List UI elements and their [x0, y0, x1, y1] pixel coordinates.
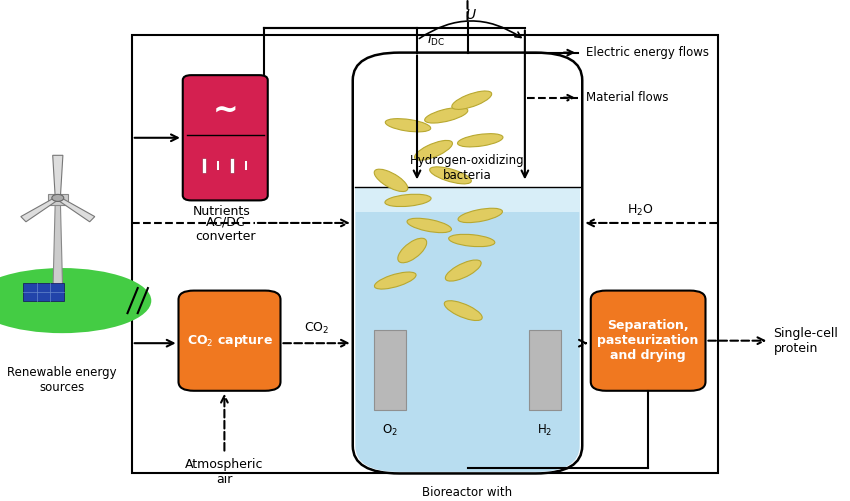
- Polygon shape: [56, 196, 94, 222]
- Text: $U$: $U$: [465, 8, 477, 22]
- FancyBboxPatch shape: [353, 53, 582, 473]
- Text: Renewable energy
sources: Renewable energy sources: [8, 366, 116, 394]
- Bar: [23, 283, 64, 301]
- Bar: [48, 194, 68, 205]
- Ellipse shape: [429, 167, 472, 184]
- Text: Atmospheric
air: Atmospheric air: [185, 458, 264, 486]
- Text: Nutrients: Nutrients: [193, 205, 251, 218]
- Bar: [374, 330, 406, 410]
- Text: H$_2$O: H$_2$O: [627, 203, 654, 218]
- Text: CO$_2$: CO$_2$: [304, 321, 329, 336]
- Bar: [355, 187, 580, 212]
- Text: O$_2$: O$_2$: [382, 423, 398, 438]
- Ellipse shape: [457, 134, 503, 147]
- Ellipse shape: [445, 260, 481, 281]
- Circle shape: [52, 194, 64, 201]
- Text: H$_2$: H$_2$: [537, 423, 553, 438]
- Ellipse shape: [449, 234, 495, 246]
- Text: $I$$_{\mathrm{DC}}$: $I$$_{\mathrm{DC}}$: [428, 33, 445, 48]
- Ellipse shape: [385, 194, 431, 206]
- Text: AC/DC
converter: AC/DC converter: [195, 215, 256, 243]
- Polygon shape: [53, 155, 63, 198]
- Ellipse shape: [385, 119, 431, 132]
- Ellipse shape: [415, 140, 452, 160]
- Polygon shape: [53, 200, 63, 301]
- Ellipse shape: [398, 238, 427, 263]
- Ellipse shape: [374, 169, 408, 191]
- Ellipse shape: [374, 272, 416, 289]
- Text: CO$_2$ capture: CO$_2$ capture: [186, 333, 273, 349]
- Ellipse shape: [425, 107, 468, 123]
- Text: ~: ~: [212, 96, 238, 125]
- FancyBboxPatch shape: [355, 187, 580, 472]
- Ellipse shape: [458, 208, 502, 222]
- Ellipse shape: [445, 301, 482, 321]
- Ellipse shape: [452, 91, 491, 109]
- Bar: [529, 330, 561, 410]
- Text: Bioreactor with
in situ electrolysis: Bioreactor with in situ electrolysis: [414, 486, 521, 501]
- Text: Material flows: Material flows: [586, 91, 669, 104]
- Text: Separation,
pasteurization
and drying: Separation, pasteurization and drying: [598, 319, 699, 362]
- Text: Hydrogen-oxidizing
bacteria: Hydrogen-oxidizing bacteria: [411, 154, 524, 182]
- Polygon shape: [21, 196, 59, 222]
- Ellipse shape: [0, 268, 151, 333]
- Ellipse shape: [407, 218, 451, 232]
- FancyBboxPatch shape: [591, 291, 706, 391]
- Text: Electric energy flows: Electric energy flows: [586, 46, 710, 59]
- FancyBboxPatch shape: [183, 75, 268, 200]
- FancyBboxPatch shape: [178, 291, 280, 391]
- Text: Single-cell
protein: Single-cell protein: [774, 327, 838, 355]
